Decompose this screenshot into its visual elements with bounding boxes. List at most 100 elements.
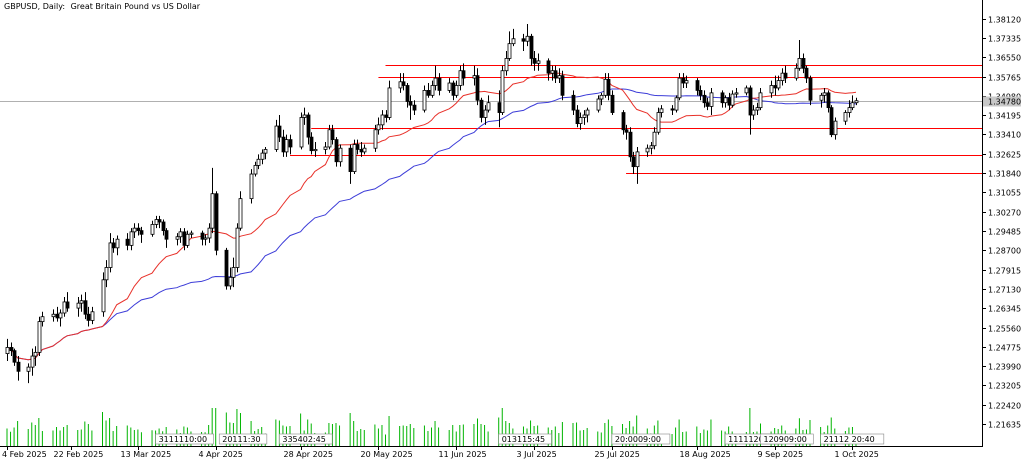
candle-body	[709, 92, 714, 107]
candle-body	[430, 85, 435, 96]
candle-body	[323, 146, 328, 150]
candle-body	[9, 347, 14, 352]
candle-body	[585, 109, 590, 116]
candle-body	[125, 238, 130, 246]
tag-box	[611, 433, 671, 445]
candle-body	[546, 60, 551, 74]
candle-body	[801, 58, 806, 69]
current-price-label: 1.34780	[988, 98, 1021, 107]
candle-body	[309, 136, 314, 152]
candle-body	[475, 75, 480, 101]
candle-body	[182, 231, 187, 246]
candle-body	[751, 109, 756, 116]
y-tick-label: 1.32625	[988, 151, 1021, 160]
candle-body	[362, 147, 367, 153]
tag-label: 20:0009:00	[615, 435, 661, 444]
y-tick-label: 1.31840	[988, 170, 1021, 179]
candle-body	[405, 85, 410, 102]
y-tick-label: 1.30270	[988, 209, 1021, 218]
candle-body	[51, 313, 56, 318]
candle-body	[129, 231, 134, 246]
horizontal-levels[interactable]	[290, 65, 982, 174]
candle-body	[472, 75, 477, 79]
candle-body	[854, 100, 859, 104]
tag-box	[820, 433, 885, 445]
candle-body	[313, 149, 318, 152]
candle-body	[175, 236, 180, 240]
candle-body	[139, 230, 144, 235]
tag-label: 335402:45	[282, 435, 325, 444]
candle-body	[557, 75, 562, 79]
candle-body	[132, 227, 137, 233]
candle-body	[249, 173, 254, 200]
tag-box	[155, 433, 214, 445]
candle-body	[553, 70, 558, 79]
candle-body	[281, 136, 286, 153]
candle-body	[780, 72, 785, 81]
x-tick-label: 3 Jul 2025	[517, 450, 557, 459]
candle-body	[755, 107, 760, 111]
candle-body	[635, 151, 640, 168]
tag-label: 3111110:00	[159, 435, 208, 444]
current-price-tag: 1.34780	[983, 96, 1021, 107]
candle-body	[150, 224, 155, 235]
y-tick-label: 1.24775	[988, 344, 1021, 353]
x-tick-label: 11 Jun 2025	[439, 450, 487, 459]
candle-body	[30, 355, 35, 368]
candle-body	[631, 156, 636, 168]
x-tick-label: 28 Apr 2025	[284, 450, 333, 459]
candle-body	[483, 109, 488, 118]
candle-body	[33, 351, 38, 357]
tag-label: 1111120:00	[728, 435, 777, 444]
y-tick-label: 1.34195	[988, 112, 1021, 121]
candle-body	[603, 78, 608, 96]
candle-body	[58, 312, 63, 319]
candle-body	[40, 316, 45, 323]
candle-body	[355, 144, 360, 150]
x-tick-label: 25 Jul 2025	[595, 450, 640, 459]
tag-label: 120909:00	[763, 435, 806, 444]
x-tick-label: 22 Feb 2025	[54, 450, 104, 459]
candle-body	[86, 313, 91, 321]
time-axis[interactable]: 4 Feb 2025 22 Feb 2025 13 Mar 2025 4 Apr 20…	[2, 446, 879, 459]
candle-body	[189, 232, 194, 235]
candle-body	[277, 125, 282, 138]
x-tick-label: 4 Apr 2025	[199, 450, 243, 459]
candle-body	[571, 94, 576, 111]
candle-body	[677, 77, 682, 99]
candle-body	[536, 60, 541, 64]
candle-body	[808, 77, 813, 101]
ma-slow-line	[6, 88, 857, 361]
candle-body	[850, 102, 855, 109]
candle-body	[681, 77, 686, 84]
x-tick-label: 20 May 2025	[361, 450, 413, 459]
candle-body	[79, 300, 84, 304]
candle-body	[200, 232, 205, 240]
candle-body	[843, 112, 848, 122]
candle-body	[727, 97, 732, 106]
candle-body	[327, 129, 332, 148]
candle-body	[730, 93, 735, 106]
candle-body	[550, 70, 555, 74]
candle-body	[154, 219, 159, 225]
candle-body	[500, 70, 505, 113]
candle-body	[178, 231, 183, 238]
candle-body	[819, 94, 824, 101]
candle-body	[826, 92, 831, 109]
candle-body	[684, 80, 689, 84]
tag-label: 20111:30	[222, 435, 260, 444]
candle-body	[37, 321, 42, 353]
candle-body	[451, 82, 456, 96]
candle-body	[596, 98, 601, 111]
tag-label: 21112 20:40	[824, 435, 875, 444]
y-tick-label: 1.29485	[988, 228, 1021, 237]
candle-body	[334, 139, 339, 163]
y-tick-label: 1.25560	[988, 325, 1021, 334]
candle-body	[525, 35, 530, 42]
y-tick-label: 1.38120	[988, 16, 1021, 25]
candle-body	[83, 300, 88, 315]
candle-body	[705, 102, 710, 107]
candle-body	[486, 102, 491, 111]
